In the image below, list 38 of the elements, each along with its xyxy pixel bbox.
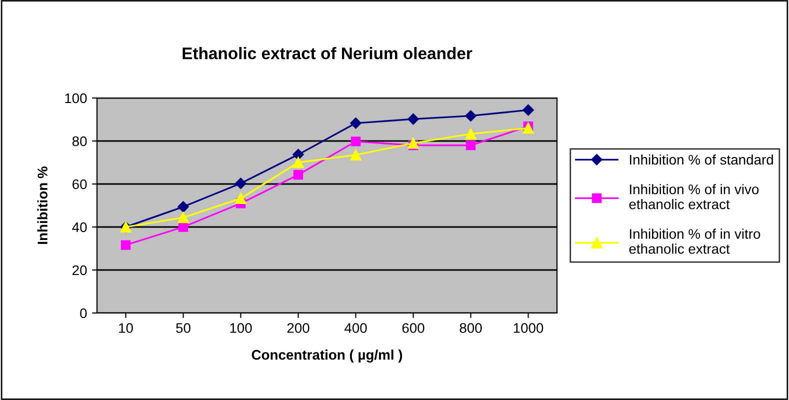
x-tick-label: 400 — [344, 323, 367, 333]
x-tick-label: 100 — [230, 323, 252, 333]
legend-label: Inhibition % of standard — [630, 154, 773, 165]
point — [465, 128, 476, 140]
point — [235, 192, 246, 204]
point — [522, 122, 534, 134]
point — [292, 156, 304, 168]
point — [293, 170, 304, 180]
point — [235, 178, 246, 189]
point — [178, 201, 189, 212]
point — [522, 104, 534, 116]
y-tick-label: 100 — [65, 93, 87, 104]
x-tick-label: 10 — [119, 323, 133, 333]
y-tick-label: 20 — [72, 265, 87, 276]
x-tick-label: 50 — [176, 323, 190, 333]
x-tick-label: 600 — [402, 323, 424, 333]
point — [178, 212, 189, 224]
x-tick-label: 800 — [460, 323, 482, 333]
y-tick-label: 80 — [72, 136, 87, 146]
point — [408, 138, 419, 149]
x-axis-title: Concentration ( µg/ml ) — [252, 350, 402, 363]
point — [466, 140, 476, 150]
point — [408, 113, 419, 125]
x-tick-label: 200 — [287, 323, 310, 333]
y-tick-label: 40 — [72, 222, 87, 232]
legend-label: Inhibition % of in vivo ethanolic extract — [629, 184, 759, 210]
point — [350, 118, 362, 129]
point — [350, 149, 362, 161]
y-tick-label: 0 — [80, 308, 87, 318]
y-axis-title: Inhibition % — [37, 166, 48, 244]
point — [465, 110, 476, 122]
x-tick-label: 1000 — [514, 323, 544, 333]
legend-label: Inhibition % of in vitro ethanolic extract — [629, 228, 760, 254]
chart-title: Ethanolic extract of Nerium oleander — [182, 47, 472, 60]
point — [178, 222, 188, 232]
y-tick-label: 60 — [72, 179, 87, 190]
point — [350, 136, 361, 146]
point — [120, 240, 131, 250]
